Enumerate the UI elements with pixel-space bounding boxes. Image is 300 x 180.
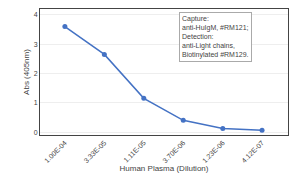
- svg-text:Human Plasma (Dilution): Human Plasma (Dilution): [120, 164, 209, 173]
- svg-text:1.23E-06: 1.23E-06: [201, 139, 226, 164]
- svg-text:Capture:anti-HuIgM, #RM121;Det: Capture:anti-HuIgM, #RM121;Detection:ant…: [182, 15, 249, 59]
- svg-text:0: 0: [34, 129, 38, 136]
- svg-text:4.12E-07: 4.12E-07: [240, 139, 265, 164]
- svg-text:2: 2: [34, 70, 38, 77]
- svg-text:1.11E-05: 1.11E-05: [122, 139, 147, 164]
- svg-text:3.70E-06: 3.70E-06: [161, 139, 186, 164]
- svg-text:3: 3: [34, 41, 38, 48]
- svg-text:3.33E-05: 3.33E-05: [82, 139, 107, 164]
- svg-text:Abs (405nm): Abs (405nm): [22, 49, 31, 95]
- svg-text:1: 1: [34, 99, 38, 106]
- svg-text:4: 4: [34, 11, 38, 18]
- svg-text:1.00E-04: 1.00E-04: [43, 139, 68, 164]
